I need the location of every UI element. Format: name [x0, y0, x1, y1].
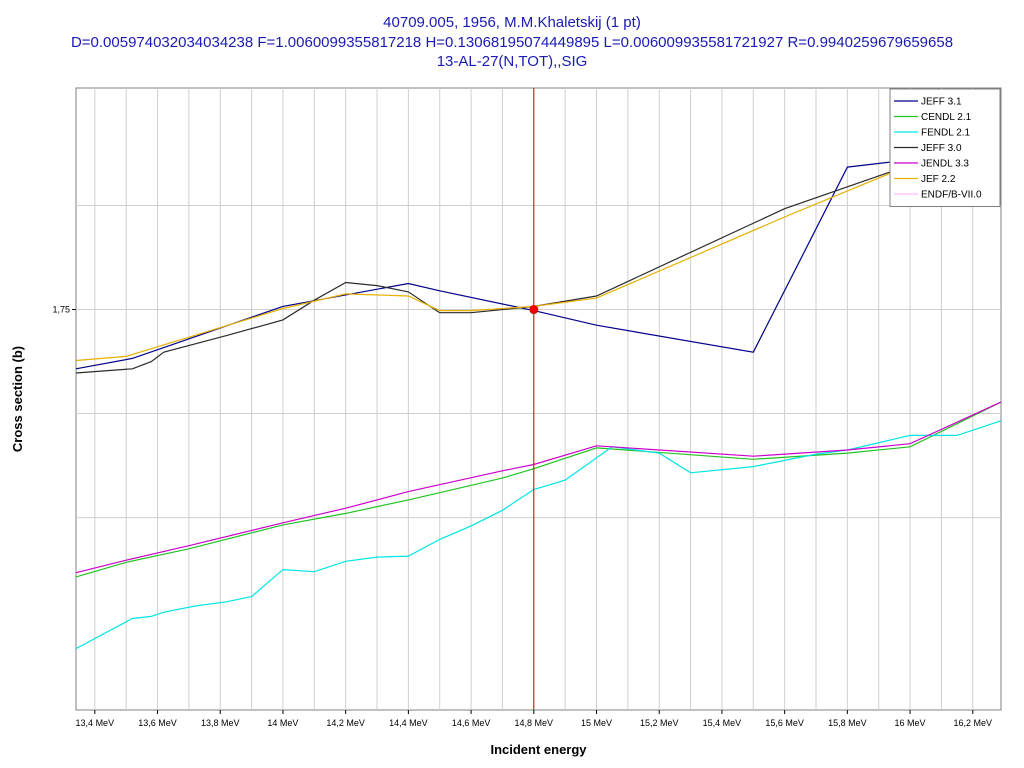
series-line-fendl-2-1: [75, 420, 1002, 650]
series-line-cendl-2-1: [75, 401, 1002, 578]
legend-entry: JEFF 3.0: [921, 143, 962, 154]
chart-title: 40709.005, 1956, M.M.Khaletskij (1 pt): [383, 14, 641, 31]
legend-entry: JEFF 3.1: [921, 97, 962, 108]
x-tick-label: 14 MeV: [267, 718, 298, 728]
x-tick-label: 14,2 MeV: [326, 718, 365, 728]
x-axis-label: Incident energy: [490, 742, 587, 757]
chart-subtitle: D=0.005974032034034238 F=1.0060099355817…: [70, 34, 954, 51]
x-tick-label: 14,4 MeV: [389, 718, 428, 728]
series-line-jeff-3-0: [75, 164, 911, 374]
x-tick-label: 14,8 MeV: [515, 718, 554, 728]
x-tick-label: 15 MeV: [581, 718, 612, 728]
x-tick-label: 15,8 MeV: [828, 718, 867, 728]
y-axis-label: Cross section (b): [10, 346, 25, 452]
legend-entry: JEF 2.2: [921, 174, 956, 185]
y-tick-label: 1,75: [52, 305, 70, 315]
legend-entry: CENDL 2.1: [921, 112, 972, 123]
experimental-point[interactable]: [529, 305, 539, 315]
series-line-jef-2-2: [75, 164, 911, 362]
series-lines: [75, 159, 1002, 650]
x-axis-ticks: 13,4 MeV 13,6 MeV 13,8 MeV 14 MeV 14,2 MeV 14…: [76, 710, 992, 728]
chart-reaction-label: 13-AL-27(N,TOT),,SIG: [436, 53, 588, 70]
legend: JEFF 3.1 CENDL 2.1 FENDL 2.1 JEFF 3.0 JENDL …: [889, 88, 1001, 207]
x-tick-label: 16,2 MeV: [954, 718, 993, 728]
x-tick-label: 13,4 MeV: [76, 718, 115, 728]
series-line-jendl-3-3: [75, 401, 1002, 574]
series-line-jeff-3-1: [75, 159, 911, 370]
x-tick-label: 13,6 MeV: [138, 718, 177, 728]
grid-lines: [76, 88, 1001, 710]
legend-entry: JENDL 3.3: [921, 159, 969, 170]
legend-entry: FENDL 2.1: [921, 128, 971, 139]
x-tick-label: 13,8 MeV: [201, 718, 240, 728]
x-tick-label: 15,4 MeV: [703, 718, 742, 728]
legend-entry: ENDF/B-VII.0: [921, 190, 982, 201]
x-tick-label: 16 MeV: [895, 718, 926, 728]
y-axis-ticks: 1,75: [52, 305, 76, 315]
x-tick-label: 15,2 MeV: [640, 718, 679, 728]
x-tick-label: 15,6 MeV: [765, 718, 804, 728]
x-tick-label: 14,6 MeV: [452, 718, 491, 728]
